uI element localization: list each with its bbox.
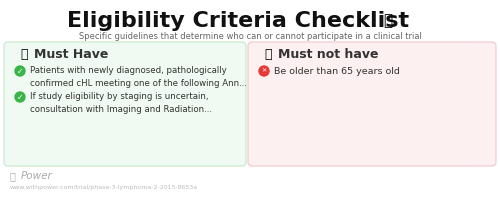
Text: If study eligibility by staging is uncertain,
consultation with Imaging and Radi: If study eligibility by staging is uncer… (30, 92, 212, 114)
Text: 📋: 📋 (384, 13, 392, 28)
Text: 👎: 👎 (264, 47, 272, 60)
FancyBboxPatch shape (248, 42, 496, 166)
Text: Eligibility Criteria Checklist: Eligibility Criteria Checklist (67, 11, 409, 31)
Text: ✓: ✓ (17, 67, 23, 75)
Text: www.withpower.com/trial/phase-3-lymphoma-2-2015-8653a: www.withpower.com/trial/phase-3-lymphoma… (10, 185, 198, 190)
Circle shape (15, 66, 25, 76)
FancyBboxPatch shape (4, 42, 246, 166)
Text: Be older than 65 years old: Be older than 65 years old (274, 67, 400, 75)
Circle shape (259, 66, 269, 76)
Text: Specific guidelines that determine who can or cannot participate in a clinical t: Specific guidelines that determine who c… (78, 32, 422, 41)
Text: ✓: ✓ (17, 93, 23, 101)
Text: Patients with newly diagnosed, pathologically
confirmed cHL meeting one of the f: Patients with newly diagnosed, pathologi… (30, 66, 247, 88)
Text: ✕: ✕ (262, 69, 266, 73)
Text: Must not have: Must not have (278, 47, 378, 60)
Circle shape (15, 92, 25, 102)
Text: Must Have: Must Have (34, 47, 108, 60)
Text: ⓓ: ⓓ (10, 171, 16, 181)
Text: 👍: 👍 (20, 47, 28, 60)
Text: Power: Power (21, 171, 53, 181)
